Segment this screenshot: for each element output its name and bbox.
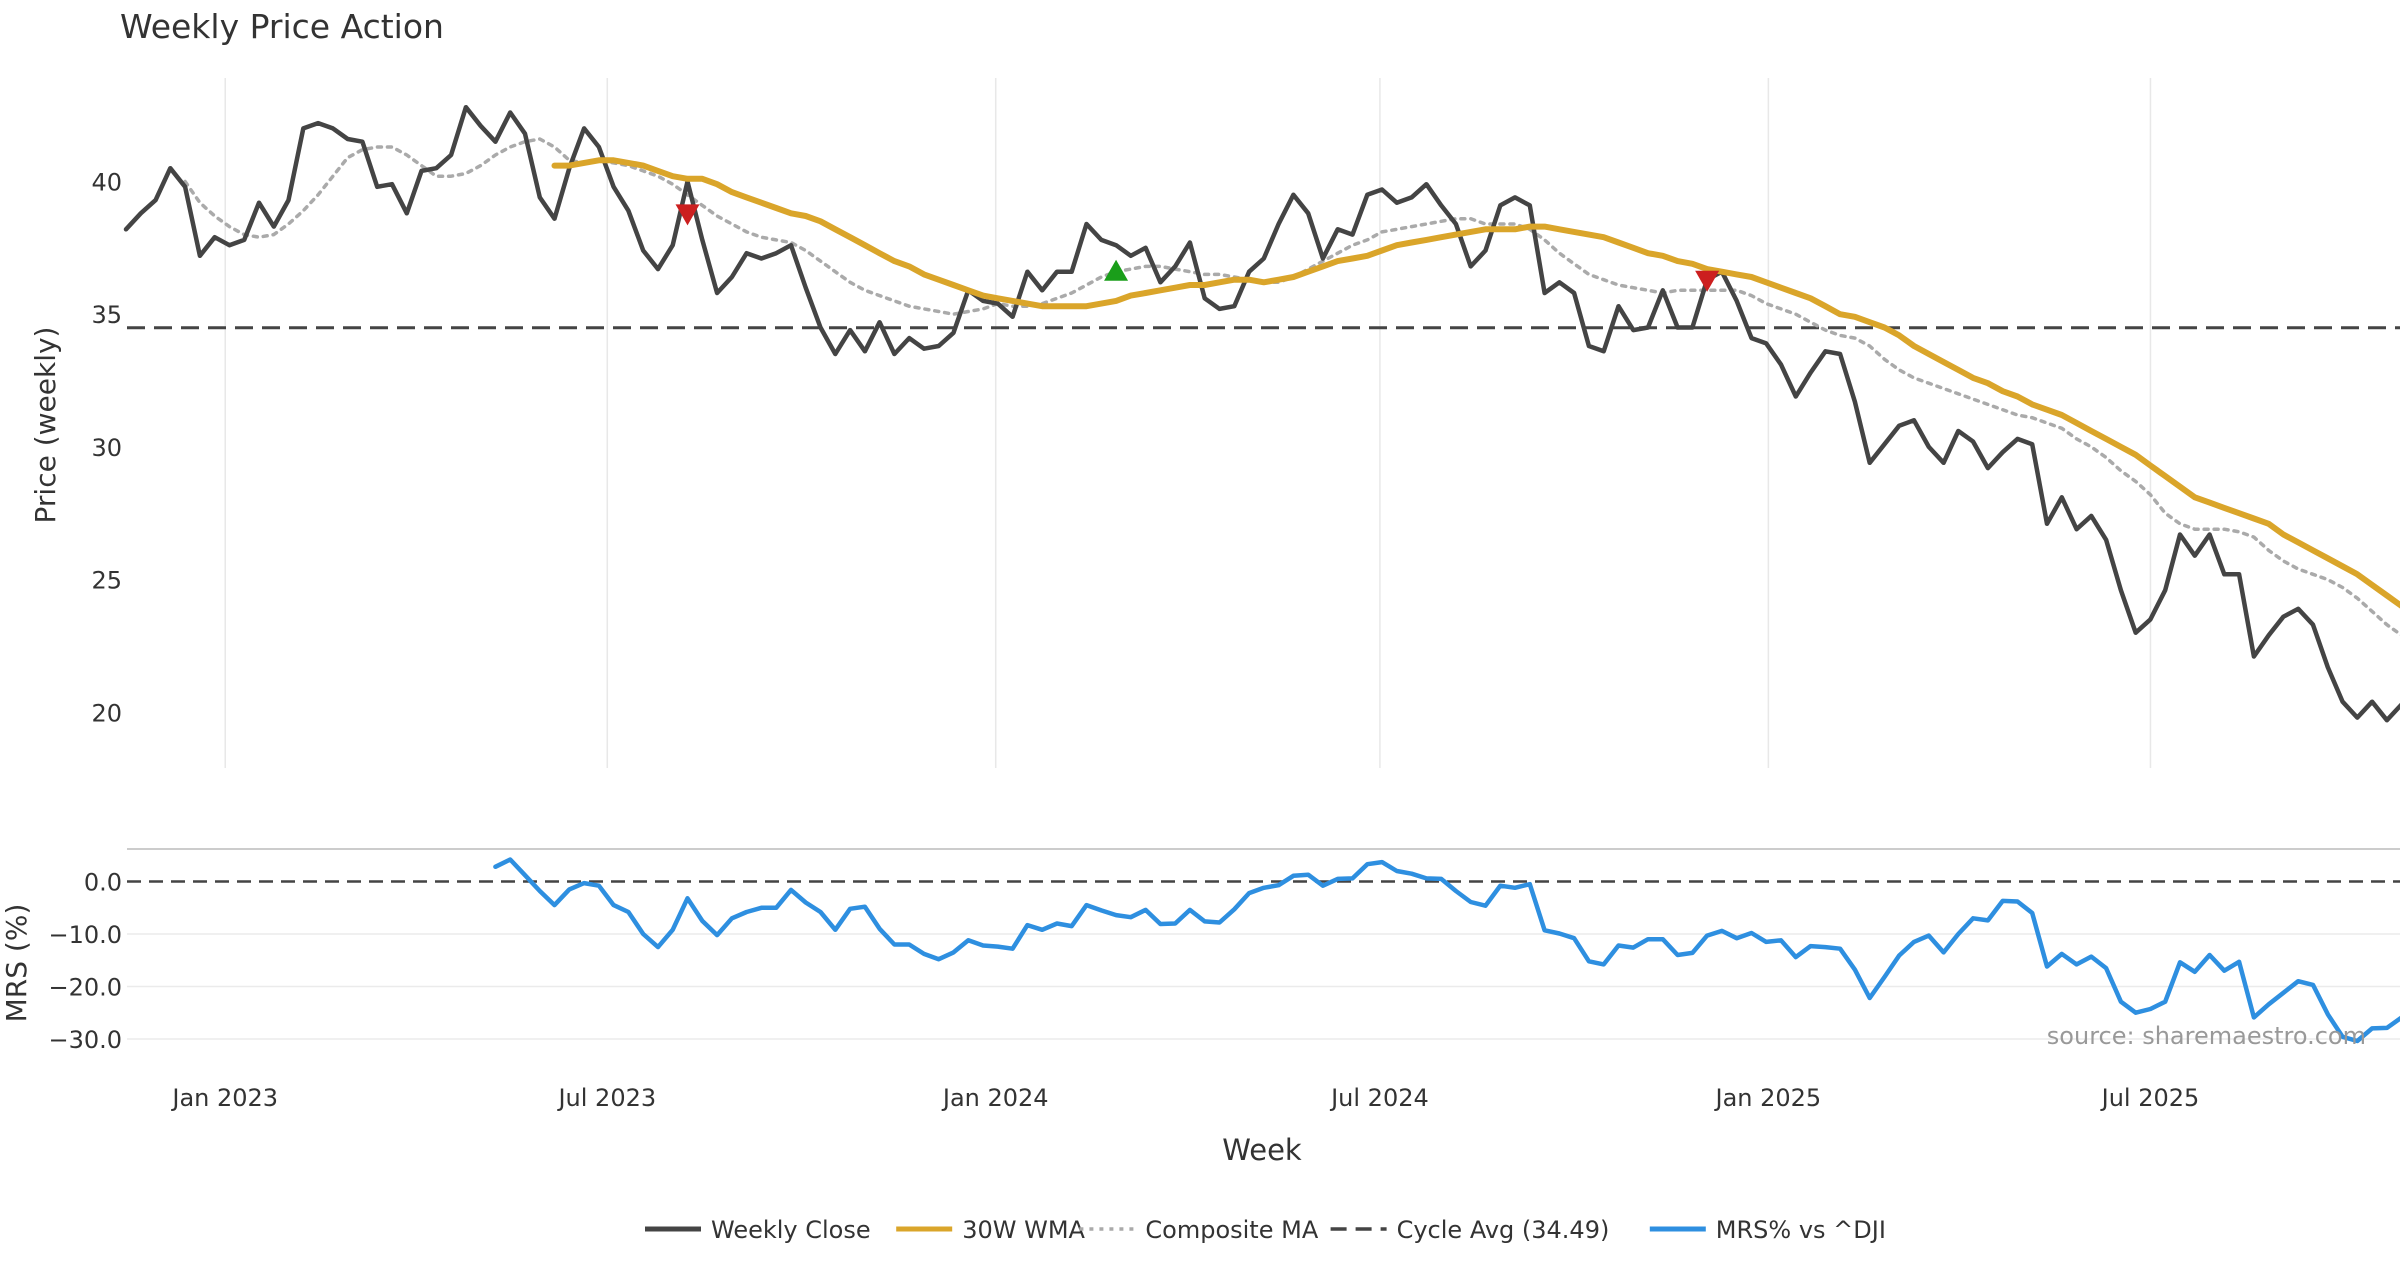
x-tick-label: Jul 2025 — [2100, 1084, 2200, 1112]
x-tick-label: Jan 2024 — [941, 1084, 1049, 1112]
price-y-tick-label: 30 — [91, 434, 122, 462]
legend-label: 30W WMA — [962, 1216, 1085, 1244]
mrs-y-tick-label: −10.0 — [48, 921, 122, 949]
x-tick-label: Jan 2023 — [170, 1084, 278, 1112]
legend-label: Cycle Avg (34.49) — [1397, 1216, 1610, 1244]
price-y-tick-label: 25 — [91, 567, 122, 595]
x-tick-label: Jul 2023 — [556, 1084, 656, 1112]
source-watermark: source: sharemaestro.com — [2047, 1022, 2366, 1050]
price-y-axis-label: Price (weekly) — [29, 327, 62, 524]
price-y-tick-label: 20 — [91, 699, 122, 727]
chart-title: Weekly Price Action — [120, 7, 444, 46]
legend-label: Composite MA — [1145, 1216, 1318, 1244]
price-y-tick-label: 40 — [91, 169, 122, 197]
mrs-y-tick-label: −20.0 — [48, 973, 122, 1001]
x-tick-label: Jan 2025 — [1714, 1084, 1822, 1112]
mrs-y-tick-label: −30.0 — [48, 1026, 122, 1054]
x-axis-label: Week — [1222, 1133, 1302, 1167]
mrs-y-tick-label: 0.0 — [84, 869, 122, 897]
legend-label: Weekly Close — [711, 1216, 871, 1244]
legend-label: MRS% vs ^DJI — [1716, 1216, 1886, 1244]
price-y-tick-label: 35 — [91, 301, 122, 329]
mrs-y-axis-label: MRS (%) — [0, 904, 33, 1023]
x-tick-label: Jul 2024 — [1329, 1084, 1429, 1112]
